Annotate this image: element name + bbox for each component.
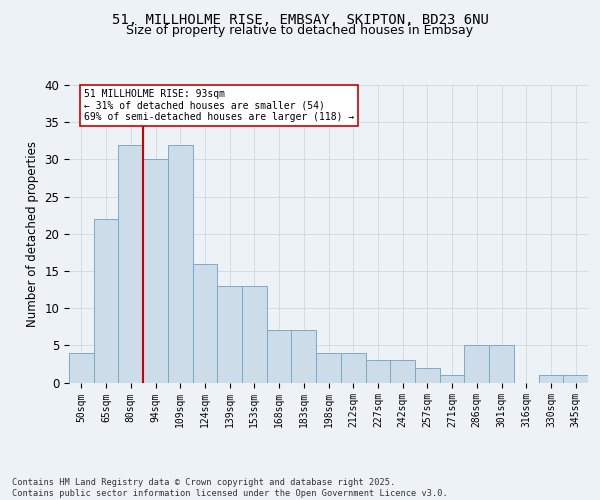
Bar	[217, 286, 242, 382]
Text: Contains HM Land Registry data © Crown copyright and database right 2025.
Contai: Contains HM Land Registry data © Crown c…	[12, 478, 448, 498]
Bar	[118, 144, 143, 382]
Bar	[242, 286, 267, 382]
Bar	[94, 219, 118, 382]
Bar	[69, 353, 94, 382]
Bar	[539, 375, 563, 382]
Bar	[415, 368, 440, 382]
Bar	[440, 375, 464, 382]
Bar	[563, 375, 588, 382]
Text: 51, MILLHOLME RISE, EMBSAY, SKIPTON, BD23 6NU: 51, MILLHOLME RISE, EMBSAY, SKIPTON, BD2…	[112, 12, 488, 26]
Bar	[267, 330, 292, 382]
Bar	[341, 353, 365, 382]
Text: Size of property relative to detached houses in Embsay: Size of property relative to detached ho…	[127, 24, 473, 37]
Bar	[193, 264, 217, 382]
Bar	[365, 360, 390, 382]
Text: 51 MILLHOLME RISE: 93sqm
← 31% of detached houses are smaller (54)
69% of semi-d: 51 MILLHOLME RISE: 93sqm ← 31% of detach…	[84, 88, 354, 122]
Bar	[390, 360, 415, 382]
Bar	[143, 160, 168, 382]
Bar	[489, 346, 514, 383]
Bar	[464, 346, 489, 383]
Bar	[292, 330, 316, 382]
Bar	[168, 144, 193, 382]
Y-axis label: Number of detached properties: Number of detached properties	[26, 141, 39, 327]
Bar	[316, 353, 341, 382]
